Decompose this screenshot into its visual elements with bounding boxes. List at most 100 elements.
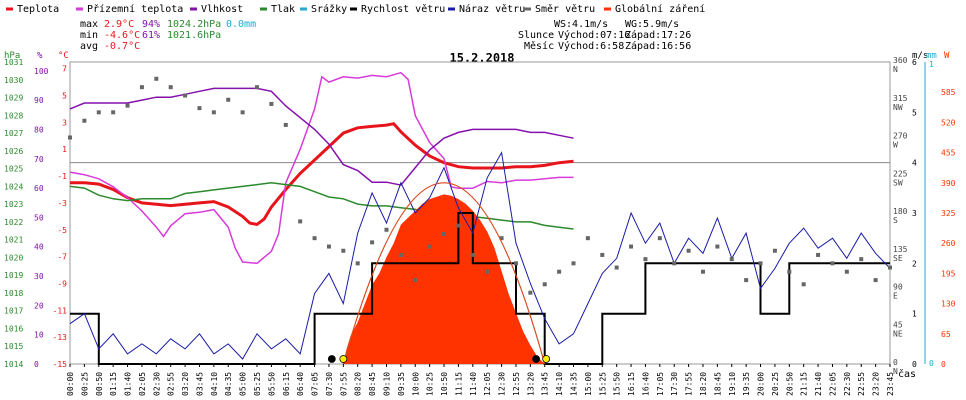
series-line-1	[69, 71, 574, 265]
axis-windspeed-tick-6: 6	[912, 58, 917, 67]
legend-label-0: Teplota	[17, 4, 59, 15]
series-winddir-point-57	[888, 265, 892, 270]
x-label-12: 05:00	[239, 372, 248, 396]
axis-rain-top: 1	[929, 60, 934, 69]
axis-winddir-deg-0: 0	[893, 358, 898, 367]
moon-set: Západ:16:56	[625, 40, 691, 52]
axis-winddir-dir-5: SW	[893, 178, 903, 187]
series-winddir-point-41	[657, 236, 662, 241]
series-winddir-point-19	[341, 248, 346, 253]
x-label-37: 15:25	[598, 372, 607, 396]
series-winddir-point-44	[700, 269, 705, 274]
axis-radiation-tick-6: 390	[941, 179, 956, 188]
axis-humidity-tick-4: 40	[34, 243, 44, 252]
legend-label-7: Směr větru	[535, 3, 595, 15]
series-winddir-point-9	[197, 106, 202, 111]
axis-windspeed-tick-0: 0	[912, 360, 917, 369]
x-label-3: 01:15	[109, 372, 118, 396]
x-label-54: 22:30	[843, 372, 852, 396]
axis-hpa-tick-7: 1021	[4, 236, 23, 245]
axis-humidity-tick-1: 10	[34, 331, 44, 340]
axis-temp-tick-2: -11	[53, 306, 68, 315]
legend-label-2: Vlhkost	[201, 4, 243, 15]
axis-hpa-tick-3: 1017	[4, 307, 23, 316]
series-winddir-point-27	[456, 223, 461, 228]
axis-hpa-tick-1: 1015	[4, 342, 23, 351]
x-label-46: 19:10	[728, 372, 737, 396]
axis-winddir-dir-1: NE	[893, 329, 903, 338]
sun-label: Slunce	[518, 30, 554, 41]
wg-value: WG:5.9m/s	[625, 19, 679, 30]
series-radiation-area	[343, 194, 545, 364]
series-winddir-point-40	[643, 257, 648, 262]
axis-windspeed-tick-4: 4	[912, 159, 917, 168]
stat-avg-label: avg	[80, 41, 98, 52]
x-label-5: 02:05	[138, 372, 147, 396]
series-winddir-point-47	[744, 278, 749, 283]
series-winddir-point-22	[384, 227, 389, 232]
x-label-56: 23:20	[872, 372, 881, 396]
axis-hpa-tick-10: 1024	[4, 182, 23, 191]
axis-radiation-tick-0: 0	[941, 360, 946, 369]
axis-hpa-unit: hPa	[4, 51, 20, 61]
series-windspeed-line	[70, 212, 890, 365]
x-label-27: 11:15	[454, 372, 463, 396]
series-winddir-point-35	[571, 261, 576, 266]
x-label-32: 13:20	[526, 372, 535, 396]
axis-humidity-tick-8: 80	[34, 125, 44, 134]
axis-winddir-deg-3: 135	[893, 245, 908, 254]
series-line-2	[69, 87, 574, 186]
axis-wind-unit: m/s	[912, 51, 928, 61]
x-label-7: 02:55	[167, 372, 176, 396]
axis-humidity-tick-9: 90	[34, 96, 44, 105]
series-winddir-point-10	[211, 110, 216, 115]
axis-windspeed-tick-3: 3	[912, 209, 917, 218]
series-winddir-point-24	[413, 278, 418, 283]
axis-radiation-tick-2: 130	[941, 300, 956, 309]
series-winddir-point-17	[312, 236, 317, 241]
series-winddir-point-38	[614, 265, 619, 270]
legend-label-8: Globální záření	[615, 3, 705, 15]
axis-rain-unit: mm	[926, 51, 937, 61]
series-winddir-point-13	[255, 85, 260, 90]
axis-hpa-tick-15: 1029	[4, 94, 23, 103]
x-label-20: 08:20	[354, 372, 363, 396]
series-winddir-point-51	[801, 282, 806, 287]
series-winddir-point-6	[154, 76, 159, 81]
axis-radiation-unit: W	[944, 51, 950, 61]
series-winddir-point-5	[139, 85, 144, 90]
stat-min-hum: 61%	[142, 30, 160, 41]
legend-label-6: Náraz větru	[459, 3, 525, 15]
axis-winddir-dir-2: E	[893, 292, 898, 301]
plot-area	[68, 71, 892, 365]
x-label-10: 04:10	[210, 372, 219, 396]
x-label-24: 10:00	[411, 372, 420, 396]
axis-hpa-tick-14: 1028	[4, 111, 23, 120]
stat-min-temp: -4.6°C	[104, 30, 140, 41]
series-winddir-point-33	[542, 282, 547, 287]
x-label-50: 20:50	[785, 372, 794, 396]
series-winddir-point-12	[240, 110, 245, 115]
x-label-15: 06:15	[282, 372, 291, 396]
axis-humidity-tick-2: 20	[34, 301, 44, 310]
stat-max-hum: 94%	[142, 19, 160, 30]
axis-hpa-tick-6: 1020	[4, 253, 23, 262]
axis-temp-tick-5: -5	[57, 226, 67, 235]
x-label-25: 10:25	[426, 372, 435, 396]
axis-winddir-dir-0: N	[893, 367, 898, 376]
series-winddir-point-0	[68, 135, 72, 140]
legend-label-5: Rychlost větru	[361, 3, 445, 15]
stat-min-label: min	[80, 30, 98, 41]
x-label-6: 02:30	[152, 372, 161, 396]
x-label-0: 00:00	[66, 372, 75, 396]
axis-windspeed-tick-1: 1	[912, 310, 917, 319]
axis-temp-tick-6: -3	[57, 199, 67, 208]
x-label-41: 17:05	[656, 372, 665, 396]
axis-hpa-tick-13: 1027	[4, 129, 23, 138]
axis-humidity-tick-0: 0	[34, 360, 39, 369]
axis-hpa-tick-11: 1025	[4, 165, 23, 174]
x-label-18: 07:30	[325, 372, 334, 396]
axis-radiation-tick-3: 195	[941, 269, 956, 278]
axis-temp-tick-10: 5	[62, 92, 67, 101]
stat-max-label: max	[80, 19, 98, 30]
